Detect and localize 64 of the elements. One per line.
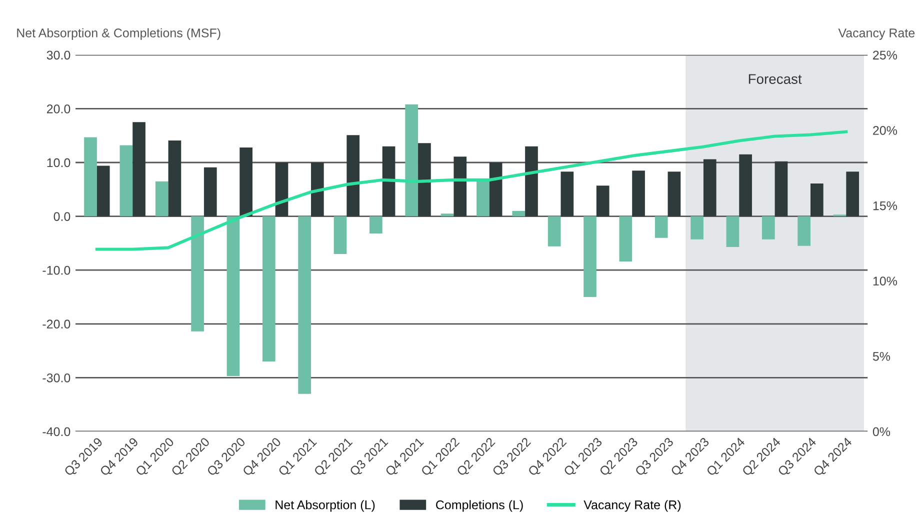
bar [382, 146, 396, 216]
bar [668, 172, 681, 216]
y-tick-label: -10.0 [42, 266, 70, 275]
bar [226, 216, 240, 376]
bar [654, 216, 668, 238]
y2-tick-label: 15% [873, 201, 898, 210]
y-tick-label: -40.0 [42, 427, 70, 436]
bar [739, 154, 752, 216]
y2-tick-label: 10% [873, 276, 898, 286]
bar [84, 137, 97, 216]
bar [132, 122, 146, 216]
bar [489, 162, 502, 216]
bar [262, 216, 276, 362]
bar [596, 186, 610, 216]
bar [703, 159, 716, 216]
bar [275, 162, 288, 216]
bar [240, 147, 252, 216]
bar [120, 145, 133, 216]
y2-axis-title: Vacancy Rate [838, 28, 915, 40]
bar [96, 166, 110, 216]
y-tick-label: -20.0 [42, 320, 70, 329]
bar [191, 216, 204, 332]
bar [632, 170, 645, 216]
bar [690, 216, 704, 240]
y2-tick-label: 25% [873, 50, 898, 60]
legend-label: Completions (L) [436, 500, 523, 512]
bar [370, 216, 382, 234]
bar [440, 214, 454, 216]
bar [584, 216, 596, 297]
y-tick-label: -30.0 [42, 373, 70, 382]
legend-label: Net Absorption (L) [276, 500, 375, 512]
bar [204, 167, 217, 216]
bar [846, 172, 860, 216]
y-tick-label: 30.0 [46, 50, 70, 60]
y2-tick-label: 0% [872, 427, 890, 436]
bar [774, 161, 788, 216]
bar [346, 135, 360, 216]
bar [525, 146, 538, 216]
y2-tick-label: 20% [873, 126, 898, 135]
bar [798, 216, 810, 246]
bar [548, 216, 561, 246]
bar [560, 172, 574, 216]
bar [405, 104, 418, 216]
bar [726, 216, 740, 247]
y-tick-label: 10.0 [47, 158, 70, 168]
y-tick-label: 0.0 [54, 212, 70, 221]
bar [454, 156, 467, 216]
bar [476, 180, 490, 216]
bar [418, 143, 431, 216]
bar [298, 216, 311, 394]
bar [619, 216, 632, 262]
y-tick-label: 20.0 [46, 104, 70, 114]
bar [762, 216, 775, 240]
bar [155, 181, 168, 216]
bar [810, 183, 824, 216]
bar [334, 216, 347, 254]
bar [512, 210, 526, 216]
line-series [95, 130, 848, 251]
bar [311, 162, 324, 216]
bar [168, 140, 182, 216]
band-label: Forecast [748, 74, 802, 84]
legend-label: Vacancy Rate (R) [584, 500, 681, 512]
y-axis-title: Net Absorption & Completions (MSF) [17, 28, 220, 40]
y2-tick-label: 5% [872, 352, 890, 361]
